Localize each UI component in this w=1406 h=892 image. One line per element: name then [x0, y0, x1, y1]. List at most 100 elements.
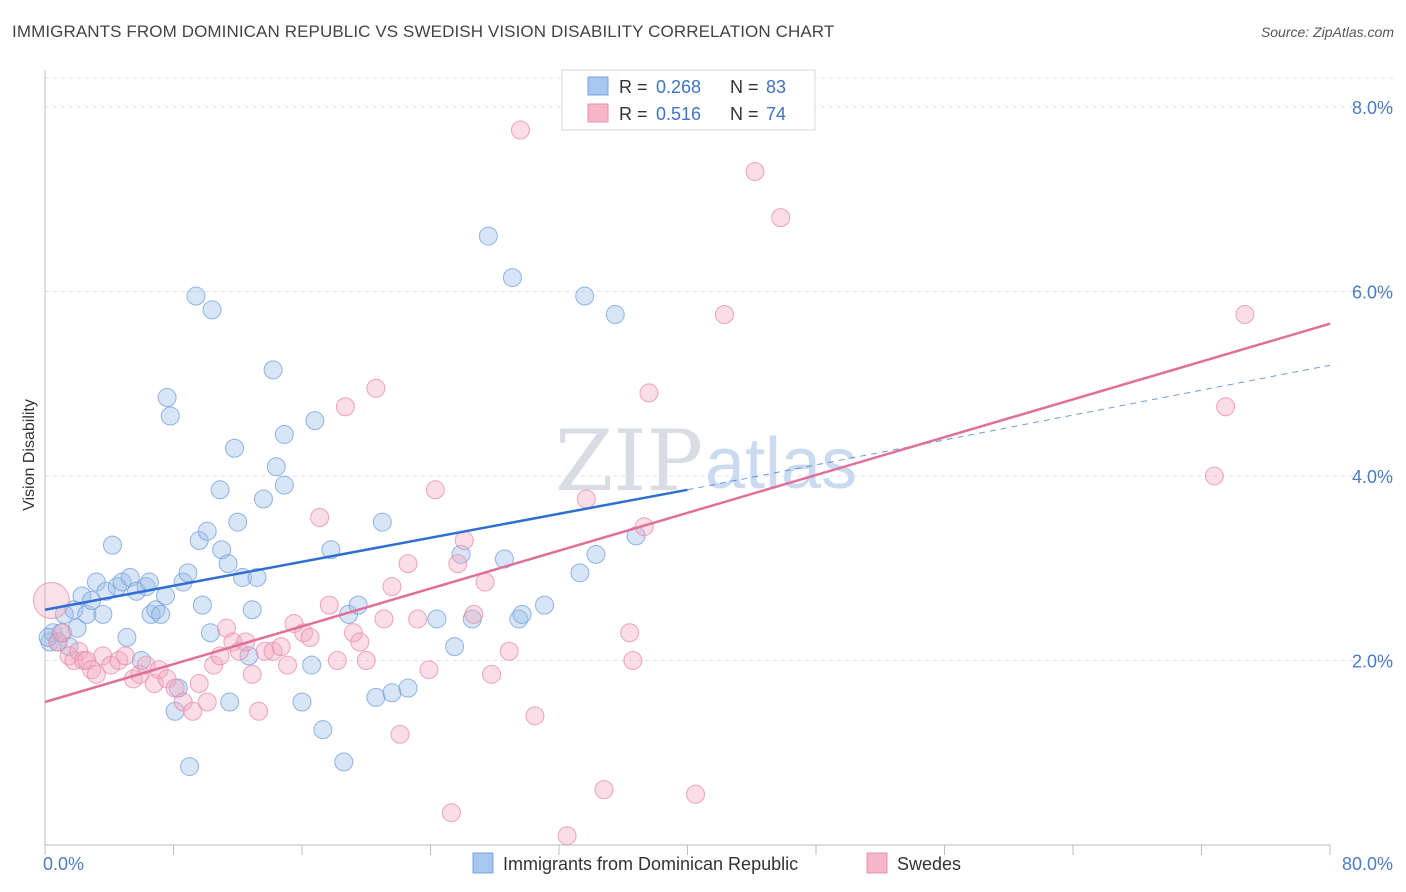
point-swedes [594, 780, 614, 800]
bottom-legend: Immigrants from Dominican Republic Swede… [472, 852, 961, 874]
point-swedes [482, 664, 502, 684]
y-tick-label: 4.0% [1352, 467, 1393, 487]
y-tick-label: 8.0% [1352, 98, 1393, 118]
legend-n-label-1: N = [730, 77, 759, 97]
point-dominican [72, 586, 92, 606]
point-swedes [419, 660, 439, 680]
point-swedes [464, 604, 484, 624]
point-swedes [366, 378, 386, 398]
point-dominican [225, 438, 245, 458]
point-dominican [302, 655, 322, 675]
point-swedes [350, 632, 370, 652]
point-swedes [343, 623, 363, 643]
point-swedes [271, 637, 291, 657]
point-dominican [197, 521, 217, 541]
point-swedes [1235, 304, 1255, 324]
point-dominican [502, 268, 522, 288]
point-dominican [228, 512, 248, 532]
point-swedes [448, 554, 468, 574]
point-swedes [557, 826, 577, 846]
legend-swatch-pink [587, 103, 609, 123]
point-swedes [77, 650, 97, 670]
bottom-legend-swatch-pink [866, 852, 888, 874]
point-dominican [200, 623, 220, 643]
point-swedes [398, 554, 418, 574]
point-dominican [67, 618, 87, 638]
source-label: Source: ZipAtlas.com [1260, 24, 1394, 40]
point-swedes [408, 609, 428, 629]
point-dominican [575, 286, 595, 306]
point-swedes [1216, 397, 1236, 417]
point-dominican [586, 544, 606, 564]
y-axis-title: Vision Disability [21, 399, 38, 511]
bottom-legend-label-pink: Swedes [897, 854, 961, 874]
point-swedes [183, 701, 203, 721]
point-dominican [247, 567, 267, 587]
point-dominican [117, 627, 137, 647]
point-swedes [390, 724, 410, 744]
point-swedes [255, 641, 275, 661]
point-dominican [313, 720, 333, 740]
point-dominican [93, 604, 113, 624]
point-dominican [102, 535, 122, 555]
point-dominican [366, 687, 386, 707]
point-swedes [32, 582, 70, 620]
point-dominican [220, 692, 240, 712]
point-dominican [210, 480, 230, 500]
point-dominican [253, 489, 273, 509]
legend-n-label-2: N = [730, 104, 759, 124]
point-dominican [292, 692, 312, 712]
point-dominican [445, 637, 465, 657]
point-dominican [372, 512, 392, 532]
point-swedes [382, 577, 402, 597]
point-dominican [478, 226, 498, 246]
point-dominican [180, 757, 200, 777]
point-swedes [620, 623, 640, 643]
point-dominican [266, 457, 286, 477]
point-dominican [398, 678, 418, 698]
point-dominican [186, 286, 206, 306]
bottom-legend-label-blue: Immigrants from Dominican Republic [503, 854, 798, 874]
point-swedes [356, 650, 376, 670]
legend-r-value-2: 0.516 [656, 104, 701, 124]
point-dominican [305, 411, 325, 431]
x-tick-label-min: 0.0% [43, 854, 84, 874]
point-dominican [427, 609, 447, 629]
trend-line-dominican [44, 488, 688, 611]
legend-n-value-1: 83 [766, 77, 786, 97]
legend-swatch-blue [587, 76, 609, 96]
point-swedes [53, 623, 73, 643]
point-dominican [382, 683, 402, 703]
point-swedes [86, 664, 106, 684]
point-dominican [192, 595, 212, 615]
point-dominican [151, 604, 171, 624]
legend-r-label-2: R = [619, 104, 648, 124]
point-dominican [535, 595, 555, 615]
series-swedes-points [32, 120, 1255, 846]
point-swedes [319, 595, 339, 615]
point-dominican [120, 567, 140, 587]
point-swedes [300, 627, 320, 647]
point-swedes [714, 304, 734, 324]
trend-lines [44, 322, 1331, 704]
point-dominican [96, 581, 116, 601]
chart-title: IMMIGRANTS FROM DOMINICAN REPUBLIC VS SW… [12, 22, 835, 41]
trend-line-swedes [44, 322, 1331, 704]
point-swedes [454, 531, 474, 551]
point-swedes [278, 655, 298, 675]
x-tick-label-max: 80.0% [1342, 854, 1393, 874]
watermark-atlas: atlas [705, 424, 857, 504]
point-dominican [274, 424, 294, 444]
bottom-legend-swatch-blue [472, 852, 494, 874]
point-swedes [48, 632, 68, 652]
point-swedes [249, 701, 269, 721]
point-dominican [212, 540, 232, 560]
y-tick-label: 2.0% [1352, 651, 1393, 671]
point-swedes [441, 803, 461, 823]
point-swedes [475, 572, 495, 592]
legend-r-label-1: R = [619, 77, 648, 97]
legend-r-value-1: 0.268 [656, 77, 701, 97]
point-dominican [218, 554, 238, 574]
point-swedes [217, 618, 237, 638]
point-swedes [745, 161, 765, 181]
